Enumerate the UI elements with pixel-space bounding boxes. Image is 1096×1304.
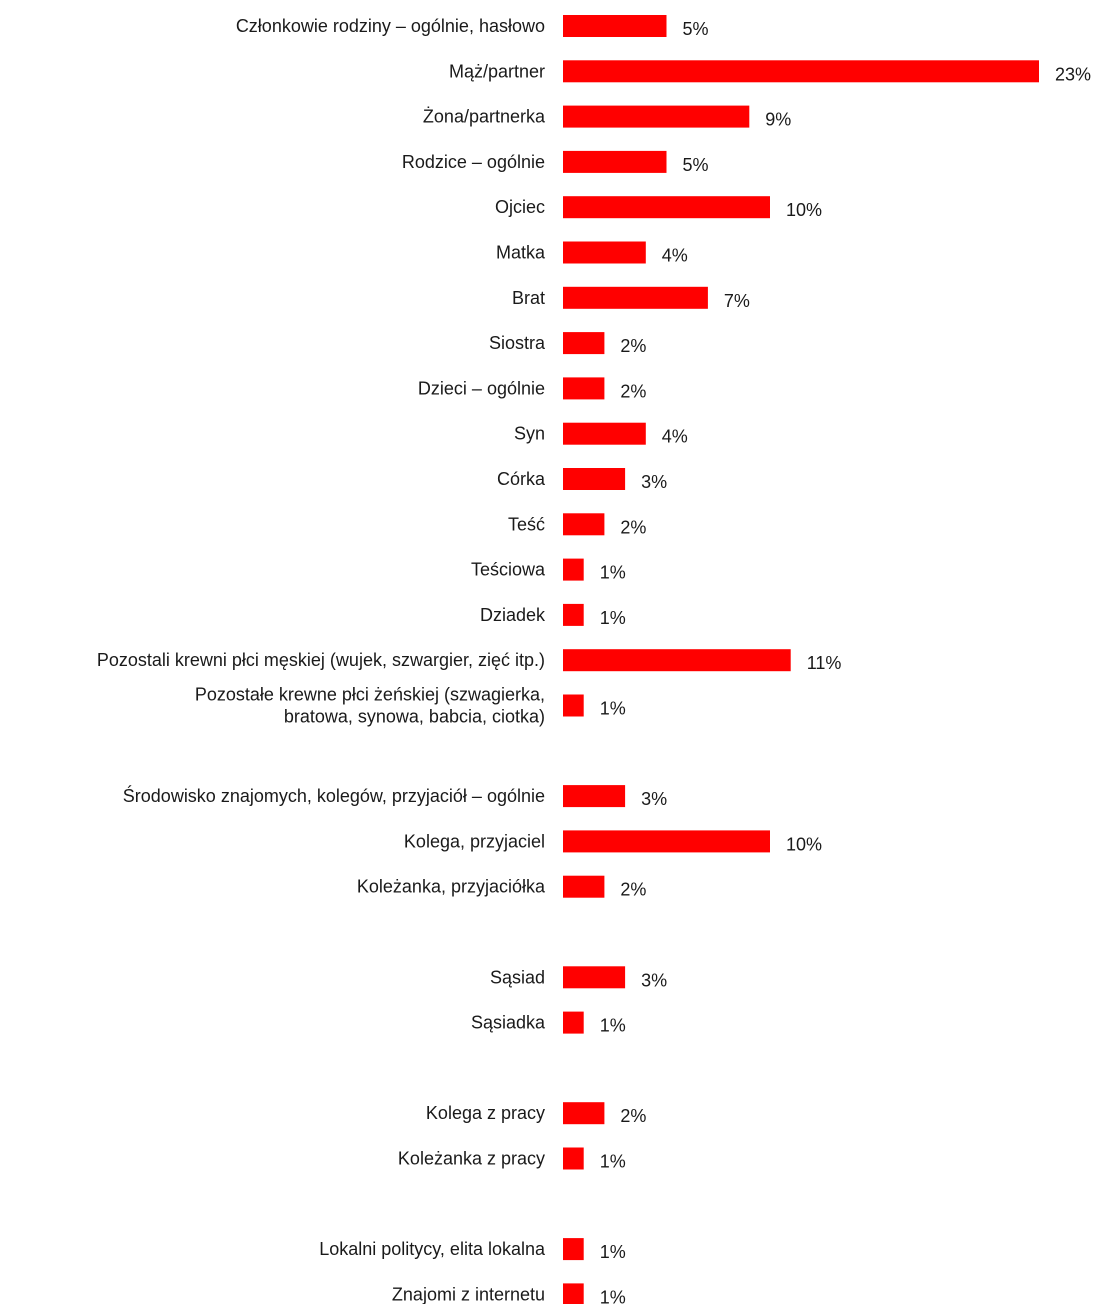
value-label-17: 10% bbox=[786, 834, 822, 854]
value-label-3: 5% bbox=[683, 155, 709, 175]
value-label-16: 3% bbox=[641, 789, 667, 809]
category-label-15-line-0: Pozostałe krewne płci żeńskiej (szwagier… bbox=[195, 685, 545, 705]
value-label-0: 5% bbox=[683, 19, 709, 39]
bar-15 bbox=[563, 694, 584, 717]
value-label-5: 4% bbox=[662, 246, 688, 266]
bar-19 bbox=[563, 966, 626, 989]
category-label-16: Środowisko znajomych, kolegów, przyjació… bbox=[123, 785, 545, 806]
value-label-4: 10% bbox=[786, 200, 822, 220]
bar-4 bbox=[563, 196, 770, 219]
bar-13 bbox=[563, 603, 584, 626]
bar-3 bbox=[563, 150, 667, 173]
category-label-17: Kolega, przyjaciel bbox=[404, 831, 545, 851]
category-labels-group: Członkowie rodziny – ogólnie, hasłowo Mąż… bbox=[97, 16, 546, 1304]
value-label-23: 1% bbox=[600, 1242, 626, 1262]
bar-6 bbox=[563, 286, 708, 309]
value-label-2: 9% bbox=[765, 110, 791, 130]
value-label-12: 1% bbox=[600, 563, 626, 583]
value-label-13: 1% bbox=[600, 608, 626, 628]
bar-2 bbox=[563, 105, 750, 128]
value-label-11: 2% bbox=[620, 517, 646, 537]
category-label-13: Dziadek bbox=[480, 605, 546, 625]
bar-23 bbox=[563, 1238, 584, 1261]
bar-24 bbox=[563, 1283, 584, 1304]
bar-11 bbox=[563, 513, 605, 536]
category-label-8: Dzieci – ogólnie bbox=[418, 378, 545, 398]
bar-22 bbox=[563, 1147, 584, 1170]
value-label-6: 7% bbox=[724, 291, 750, 311]
value-label-21: 2% bbox=[620, 1106, 646, 1126]
value-label-7: 2% bbox=[620, 336, 646, 356]
category-label-4: Ojciec bbox=[495, 197, 545, 217]
category-label-14: Pozostali krewni płci męskiej (wujek, sz… bbox=[97, 650, 545, 670]
bar-18 bbox=[563, 875, 605, 898]
value-label-14: 11% bbox=[807, 653, 842, 673]
value-label-19: 3% bbox=[641, 970, 667, 990]
category-label-20: Sąsiadka bbox=[471, 1013, 546, 1033]
category-label-7: Siostra bbox=[489, 333, 546, 353]
category-label-12: Teściowa bbox=[471, 560, 546, 580]
bar-12 bbox=[563, 558, 584, 581]
bar-14 bbox=[563, 649, 791, 672]
value-label-15: 1% bbox=[600, 699, 626, 719]
value-label-22: 1% bbox=[600, 1152, 626, 1172]
category-label-5: Matka bbox=[496, 243, 546, 263]
category-label-0: Członkowie rodziny – ogólnie, hasłowo bbox=[236, 16, 545, 36]
category-label-18: Koleżanka, przyjaciółka bbox=[357, 877, 546, 897]
category-label-15-line-1: bratowa, synowa, babcia, ciotka) bbox=[284, 707, 545, 727]
category-label-21: Kolega z pracy bbox=[426, 1103, 545, 1123]
category-label-6: Brat bbox=[512, 288, 545, 308]
value-label-10: 3% bbox=[641, 472, 667, 492]
bar-17 bbox=[563, 830, 770, 853]
bar-21 bbox=[563, 1102, 605, 1125]
category-label-1: Mąż/partner bbox=[449, 61, 545, 81]
bar-9 bbox=[563, 422, 646, 445]
category-label-19: Sąsiad bbox=[490, 967, 545, 987]
bar-20 bbox=[563, 1011, 584, 1034]
category-label-10: Córka bbox=[497, 469, 546, 489]
category-label-9: Syn bbox=[514, 424, 545, 444]
bar-5 bbox=[563, 241, 646, 264]
category-label-23: Lokalni politycy, elita lokalna bbox=[319, 1239, 546, 1259]
bar-10 bbox=[563, 468, 626, 490]
value-label-20: 1% bbox=[600, 1016, 626, 1036]
value-labels-group: 5% 23% 9% 5% 10% 4% 7% 2% 2% 4% 3% 2% 1% 1% 11% 1% 3% 10%… bbox=[600, 19, 1091, 1304]
category-label-24: Znajomi z internetu bbox=[392, 1284, 545, 1304]
category-label-2: Żona/partnerka bbox=[423, 107, 546, 127]
bar-0 bbox=[563, 15, 667, 37]
value-label-9: 4% bbox=[662, 427, 688, 447]
bar-8 bbox=[563, 377, 605, 400]
value-label-1: 23% bbox=[1055, 64, 1091, 84]
bars-group bbox=[563, 15, 1039, 1304]
bar-7 bbox=[563, 332, 605, 355]
category-label-11: Teść bbox=[508, 514, 545, 534]
bar-1 bbox=[563, 60, 1039, 83]
value-label-18: 2% bbox=[620, 880, 646, 900]
category-label-22: Koleżanka z pracy bbox=[398, 1149, 545, 1169]
value-label-8: 2% bbox=[620, 381, 646, 401]
value-label-24: 1% bbox=[600, 1287, 626, 1304]
bar-16 bbox=[563, 785, 626, 808]
category-label-3: Rodzice – ogólnie bbox=[402, 152, 545, 172]
